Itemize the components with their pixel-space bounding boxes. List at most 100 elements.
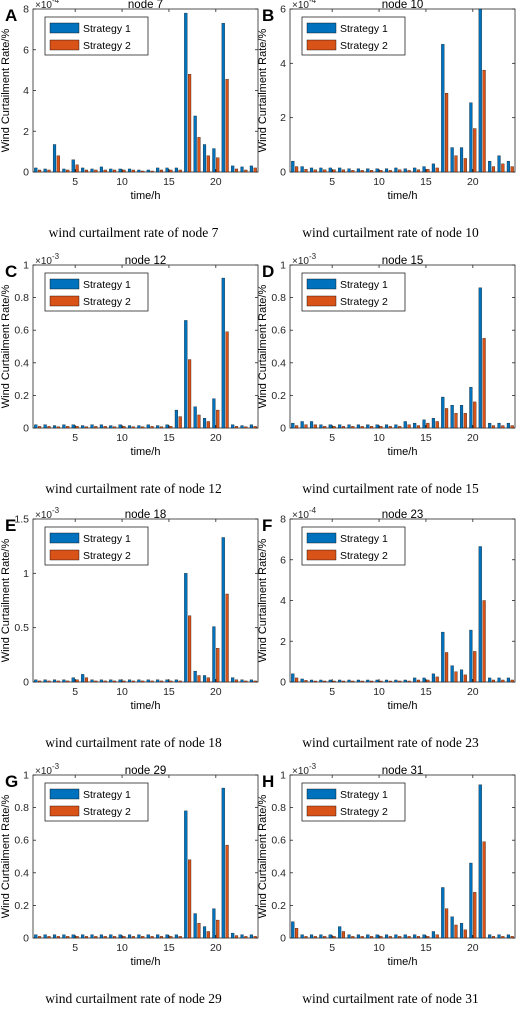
x-tick-label: 10	[116, 176, 128, 188]
bar-s1-h4	[319, 167, 323, 173]
bar-s1-h12	[394, 167, 398, 173]
bar-s1-h18	[450, 405, 454, 429]
bar-s1-h3	[309, 934, 314, 939]
y-tick-label: 4	[23, 85, 29, 97]
x-tick-label: 5	[72, 942, 78, 954]
panel-caption: wind curtailment rate of node 10	[302, 225, 479, 240]
bar-s2-h24	[253, 936, 257, 939]
y-tick-label: 4	[280, 595, 286, 607]
bar-s1-h24	[506, 677, 510, 683]
bar-s1-h8	[99, 679, 103, 683]
x-tick-label: 15	[163, 686, 175, 698]
bar-s1-h7	[90, 424, 94, 429]
y-axis-label: Wind Curtailment Rate/%	[0, 285, 12, 409]
bar-s1-h24	[506, 422, 510, 429]
y-axis-label: Wind Curtailment Rate/%	[257, 539, 269, 663]
panel-caption: wind curtailment rate of node 31	[302, 991, 479, 1006]
bar-s1-h22	[231, 677, 235, 683]
y-tick-label: 8	[23, 4, 29, 16]
legend-swatch-1	[306, 278, 337, 290]
y-tick-label: 0	[23, 933, 29, 945]
bar-s2-h4	[323, 169, 327, 173]
bar-s2-h16	[178, 936, 182, 939]
bar-s2-h1	[295, 677, 299, 683]
bar-s1-h11	[384, 424, 389, 429]
bar-s2-h11	[131, 426, 135, 429]
bar-s2-h10	[379, 936, 383, 939]
x-tick-label: 10	[116, 942, 128, 954]
chart-title: node 23	[382, 509, 424, 521]
bar-s1-h1	[34, 934, 38, 939]
bar-s1-h1	[291, 921, 295, 939]
y-tick-label: 1	[280, 260, 286, 272]
bar-s1-h24	[249, 165, 253, 173]
bar-s1-h14	[413, 422, 417, 429]
y-tick-label: 0.8	[14, 292, 29, 304]
legend-label-2: Strategy 2	[340, 806, 388, 818]
bar-s1-h9	[366, 679, 370, 683]
legend-label-1: Strategy 1	[83, 23, 131, 35]
bar-s2-h1	[295, 166, 299, 173]
bar-s2-h3	[313, 169, 317, 173]
x-tick-label: 15	[420, 942, 432, 954]
y-tick-label: 0.8	[14, 802, 29, 814]
bar-s2-h18	[454, 413, 458, 429]
bar-s1-h20	[469, 387, 473, 429]
y-exponent: ×10-3	[292, 762, 317, 777]
bar-s1-h22	[488, 160, 492, 173]
bar-s1-h20	[212, 148, 216, 173]
bar-s2-h13	[407, 424, 411, 429]
bar-s1-h22	[231, 932, 235, 939]
bar-s1-h23	[497, 934, 501, 939]
y-tick-label: 0.8	[271, 802, 286, 814]
bar-s2-h19	[206, 677, 210, 683]
bar-s1-h17	[441, 44, 445, 173]
bar-s2-h13	[150, 680, 154, 683]
y-tick-label: 0.6	[14, 325, 29, 337]
bar-s1-h5	[328, 167, 332, 173]
bar-s2-h4	[323, 426, 327, 429]
bar-s1-h17	[441, 631, 445, 683]
bar-s2-h20	[473, 892, 477, 939]
bar-s1-h6	[81, 167, 85, 173]
bar-s2-h11	[388, 936, 392, 939]
bar-s2-h19	[463, 929, 467, 939]
x-axis-label: time/h	[388, 190, 418, 202]
bar-s1-h7	[347, 934, 351, 939]
bar-s2-h10	[122, 936, 126, 939]
x-tick-label: 15	[420, 432, 432, 444]
bar-s2-h11	[388, 426, 392, 429]
bar-s1-h3	[52, 934, 57, 939]
y-axis-label: Wind Curtailment Rate/%	[257, 285, 269, 409]
y-tick-label: 0.2	[271, 390, 286, 402]
bar-s2-h9	[113, 936, 117, 939]
legend-label-2: Strategy 2	[83, 550, 131, 562]
bar-s2-h10	[122, 426, 126, 429]
bar-s1-h5	[71, 159, 75, 173]
y-tick-label: 0.8	[271, 292, 286, 304]
bar-s1-h17	[184, 810, 188, 939]
bar-s2-h23	[244, 169, 248, 173]
bar-s1-h12	[394, 424, 398, 429]
bar-s1-h8	[99, 166, 103, 173]
legend: Strategy 1 Strategy 2	[44, 16, 149, 56]
bar-s1-h13	[403, 168, 407, 173]
bar-s2-h3	[313, 424, 317, 429]
y-tick-label: 0	[280, 423, 286, 435]
bar-s2-h17	[445, 93, 449, 173]
bar-s2-h3	[313, 936, 317, 939]
bar-s2-h13	[407, 170, 411, 173]
bar-s2-h2	[304, 936, 308, 939]
y-tick-label: 0.4	[271, 867, 286, 879]
x-tick-label: 20	[210, 432, 222, 444]
chart-title: node 7	[128, 0, 163, 11]
panel-letter: H	[262, 772, 274, 791]
legend: Strategy 1 Strategy 2	[301, 526, 406, 566]
legend-label-1: Strategy 1	[340, 279, 388, 291]
bar-s1-h12	[137, 169, 141, 173]
bar-s2-h5	[75, 164, 79, 173]
bar-s2-h20	[216, 157, 220, 173]
bar-s1-h5	[71, 934, 75, 939]
bar-s1-h2	[43, 168, 47, 173]
